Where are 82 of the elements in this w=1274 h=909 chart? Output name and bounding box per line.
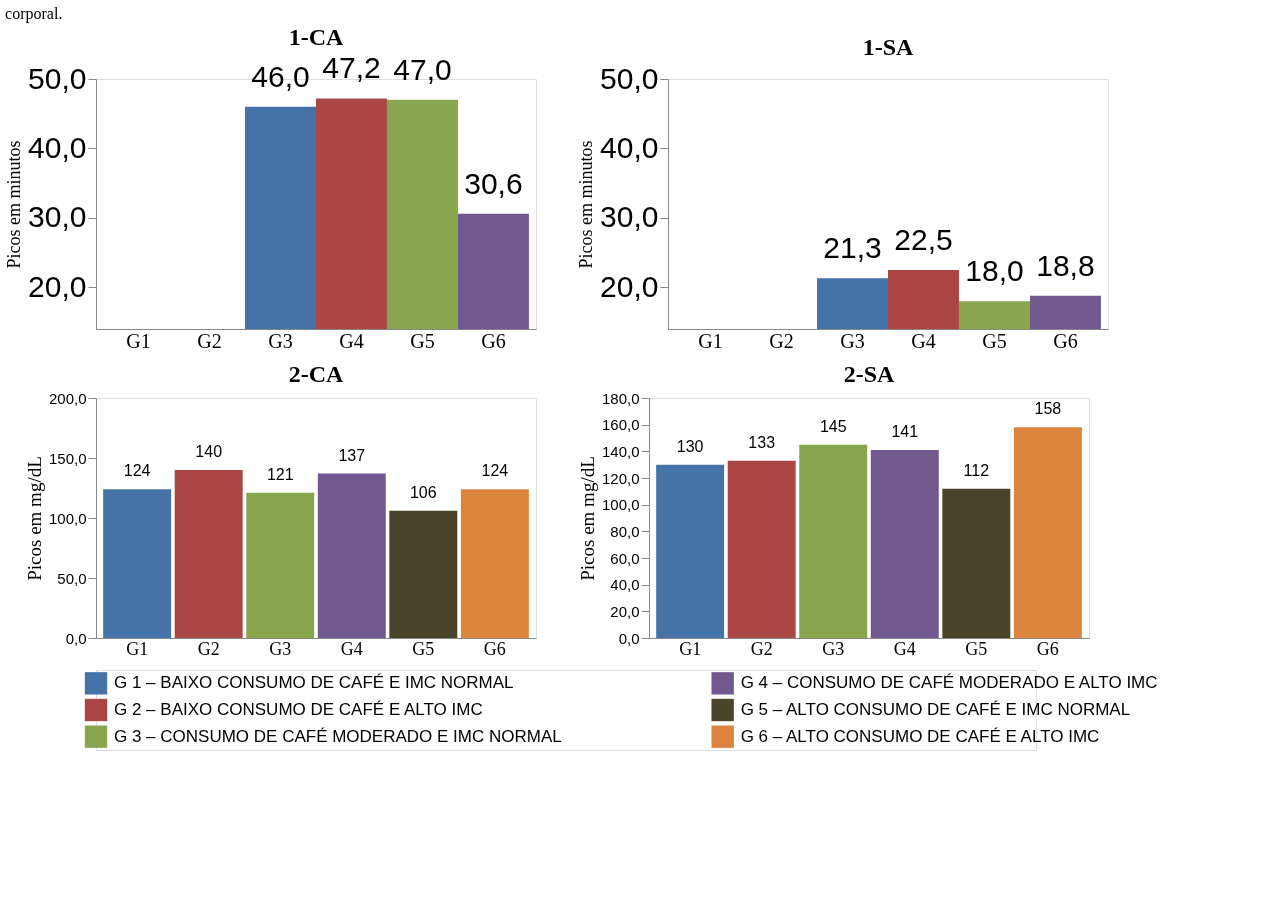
y-tick-label: 60,0 bbox=[610, 549, 640, 567]
x-tick-label: G2 bbox=[769, 329, 794, 352]
x-tick-label: G6 bbox=[483, 638, 506, 659]
chart-title: 1-SA bbox=[862, 34, 914, 60]
y-tick-label: 200,0 bbox=[48, 389, 87, 407]
data-label: 18,8 bbox=[1036, 248, 1095, 282]
data-label: 21,3 bbox=[823, 231, 882, 265]
x-tick-label: G6 bbox=[1036, 638, 1059, 659]
y-tick-label: 160,0 bbox=[601, 416, 640, 434]
y-tick-label: 100,0 bbox=[601, 496, 640, 514]
data-label: 106 bbox=[409, 483, 437, 501]
x-tick-label: G1 bbox=[698, 329, 723, 352]
legend-label: G 6 – ALTO CONSUMO DE CAFÉ E ALTO IMC bbox=[740, 726, 1100, 746]
legend-label: G 3 – CONSUMO DE CAFÉ MODERADO E IMC NORMAL bbox=[114, 726, 562, 746]
x-tick-label: G5 bbox=[412, 638, 435, 659]
x-tick-label: G3 bbox=[822, 638, 845, 659]
y-tick-label: 140,0 bbox=[601, 442, 640, 460]
data-label: 158 bbox=[1034, 400, 1062, 418]
legend-label: G 2 – BAIXO CONSUMO DE CAFÉ E ALTO IMC bbox=[114, 700, 483, 719]
y-tick-label: 120,0 bbox=[601, 469, 640, 487]
x-tick-label: G2 bbox=[197, 329, 222, 352]
y-axis-title: Picos em minutos bbox=[576, 140, 597, 269]
data-label: 137 bbox=[338, 446, 366, 464]
chart-title: 2-CA bbox=[288, 361, 344, 387]
chart-title: 1-CA bbox=[288, 24, 344, 51]
y-tick-label: 180,0 bbox=[601, 389, 640, 407]
x-tick-label: G4 bbox=[339, 329, 364, 352]
y-tick-label: 20,0 bbox=[610, 602, 640, 620]
data-label: 47,2 bbox=[322, 51, 381, 85]
legend-label: G 1 – BAIXO CONSUMO DE CAFÉ E IMC NORMAL bbox=[114, 673, 514, 693]
y-axis-title: Picos em minutos bbox=[4, 140, 25, 269]
data-label: 133 bbox=[748, 433, 776, 451]
x-tick-label: G2 bbox=[197, 638, 220, 659]
data-label: 112 bbox=[963, 461, 990, 479]
x-tick-label: G5 bbox=[982, 329, 1007, 352]
data-label: 140 bbox=[195, 443, 223, 460]
data-label: 121 bbox=[266, 465, 294, 483]
y-tick-label: 30,0 bbox=[600, 200, 659, 234]
y-tick-label: 30,0 bbox=[28, 200, 87, 234]
y-tick-label: 0,0 bbox=[65, 629, 87, 647]
y-tick-label: 50,0 bbox=[600, 61, 659, 95]
x-tick-label: G4 bbox=[911, 329, 936, 352]
y-tick-label: 40,0 bbox=[610, 576, 640, 594]
x-tick-label: G3 bbox=[269, 638, 292, 659]
x-tick-label: G6 bbox=[1053, 329, 1078, 352]
y-tick-label: 50,0 bbox=[57, 569, 87, 587]
y-tick-label: 80,0 bbox=[610, 522, 640, 540]
legend-label: G 5 – ALTO CONSUMO DE CAFÉ E IMC NORMAL bbox=[740, 700, 1131, 719]
text: corporal. bbox=[5, 4, 63, 23]
x-tick-label: G2 bbox=[750, 638, 773, 659]
y-tick-label: 50,0 bbox=[28, 61, 87, 95]
data-label: 124 bbox=[123, 462, 151, 480]
y-tick-label: 150,0 bbox=[48, 449, 87, 467]
data-label: 141 bbox=[891, 423, 919, 440]
data-label: 130 bbox=[676, 437, 704, 455]
x-tick-label: G6 bbox=[481, 329, 506, 352]
x-tick-label: G4 bbox=[340, 638, 363, 659]
x-tick-label: G4 bbox=[893, 638, 916, 659]
x-tick-label: G5 bbox=[965, 638, 988, 659]
y-tick-label: 20,0 bbox=[600, 269, 659, 303]
data-label: 30,6 bbox=[464, 166, 523, 200]
x-tick-label: G3 bbox=[840, 329, 865, 352]
data-label: 47,0 bbox=[393, 52, 452, 86]
x-tick-label: G5 bbox=[410, 329, 435, 352]
data-label: 22,5 bbox=[894, 222, 953, 256]
data-label: 124 bbox=[481, 462, 509, 480]
y-tick-label: 20,0 bbox=[28, 269, 87, 303]
x-tick-label: G1 bbox=[679, 638, 702, 659]
y-tick-label: 40,0 bbox=[28, 130, 87, 164]
x-tick-label: G3 bbox=[268, 329, 293, 352]
data-label: 46,0 bbox=[251, 59, 310, 93]
data-label: 145 bbox=[819, 417, 847, 435]
y-tick-label: 100,0 bbox=[48, 509, 87, 527]
legend-label: G 4 – CONSUMO DE CAFÉ MODERADO E ALTO IMC bbox=[740, 673, 1158, 693]
data-label: 18,0 bbox=[965, 254, 1024, 288]
x-tick-label: G1 bbox=[126, 329, 151, 352]
y-axis-title: Picos em mg/dL bbox=[23, 456, 45, 581]
y-tick-label: 40,0 bbox=[600, 130, 659, 164]
y-axis-title: Picos em mg/dL bbox=[576, 456, 598, 581]
y-tick-label: 0,0 bbox=[618, 629, 640, 647]
chart-title: 2-SA bbox=[843, 361, 895, 387]
x-tick-label: G1 bbox=[126, 638, 149, 659]
